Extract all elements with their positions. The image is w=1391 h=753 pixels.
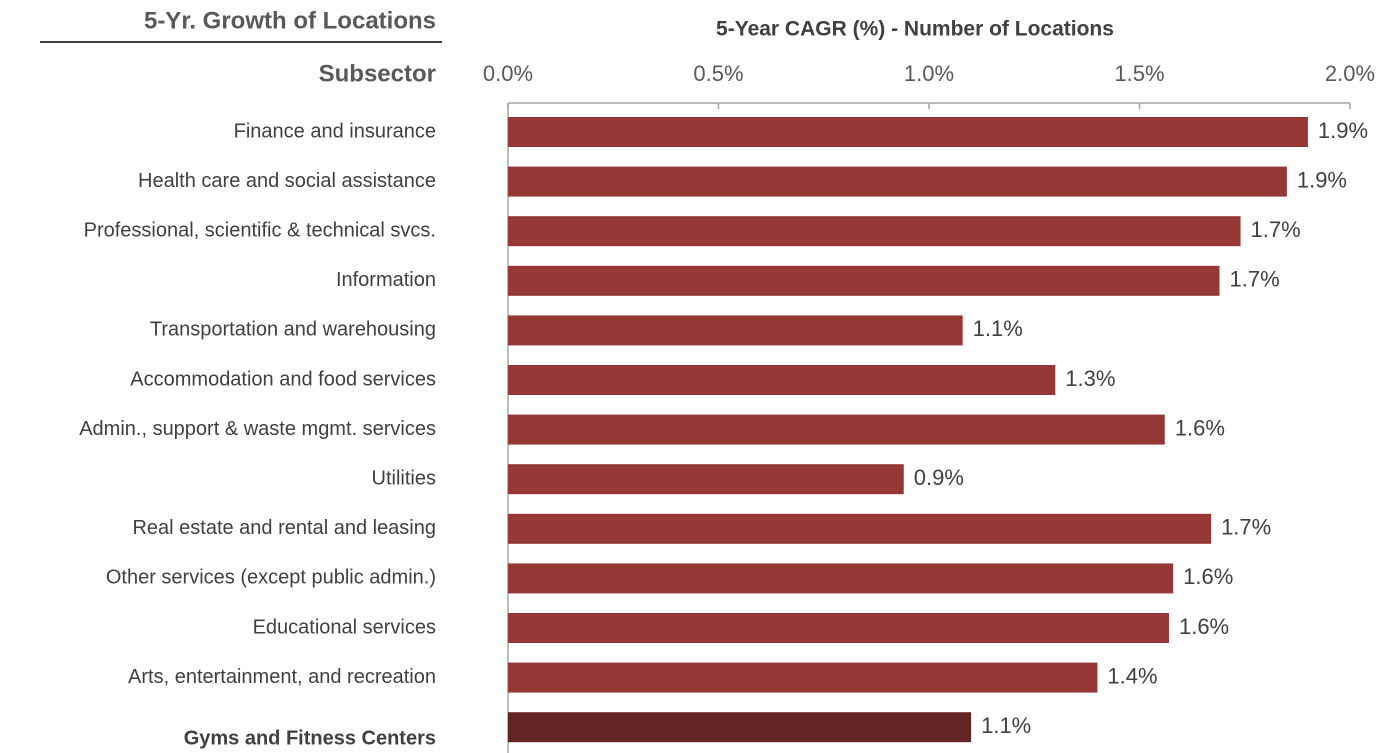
bar xyxy=(508,365,1056,395)
category-label: Real estate and rental and leasing xyxy=(132,517,436,539)
bar xyxy=(508,563,1174,594)
value-label: 1.7% xyxy=(1221,515,1271,540)
bar xyxy=(508,166,1287,197)
x-tick-label: 0.0% xyxy=(483,61,533,86)
category-label: Finance and insurance xyxy=(234,120,436,142)
value-label: 1.1% xyxy=(973,316,1023,341)
axis-title: 5-Year CAGR (%) - Number of Locations xyxy=(716,18,1114,41)
value-label: 1.3% xyxy=(1065,366,1115,391)
value-label: 1.1% xyxy=(981,713,1031,738)
bar xyxy=(508,613,1169,643)
bar xyxy=(508,117,1308,147)
bar xyxy=(508,216,1241,247)
value-label: 1.9% xyxy=(1297,167,1347,192)
bar xyxy=(508,513,1212,544)
value-label: 1.6% xyxy=(1179,614,1229,639)
category-label: Information xyxy=(336,269,436,291)
value-label: 1.6% xyxy=(1175,415,1225,440)
value-label: 1.7% xyxy=(1251,217,1301,242)
category-label: Transportation and warehousing xyxy=(150,319,436,341)
value-label: 0.9% xyxy=(914,465,964,490)
value-label: 1.4% xyxy=(1107,663,1157,688)
category-label: Admin., support & waste mgmt. services xyxy=(79,418,436,440)
category-label: Accommodation and food services xyxy=(130,368,436,390)
value-label: 1.9% xyxy=(1318,118,1368,143)
category-label: Other services (except public admin.) xyxy=(106,567,436,589)
x-tick-label: 0.5% xyxy=(693,61,743,86)
category-label: Utilities xyxy=(372,467,436,489)
category-label: Gyms and Fitness Centers xyxy=(184,727,436,749)
category-label: Health care and social assistance xyxy=(138,170,436,192)
bar xyxy=(508,414,1165,445)
category-label: Professional, scientific & technical svc… xyxy=(84,219,436,241)
category-label: Educational services xyxy=(253,616,436,638)
bar xyxy=(508,464,904,495)
bar xyxy=(508,315,963,346)
category-header: Subsector xyxy=(319,60,436,87)
value-label: 1.7% xyxy=(1229,267,1279,292)
bar xyxy=(508,265,1220,296)
category-label: Arts, entertainment, and recreation xyxy=(128,666,436,688)
x-tick-label: 2.0% xyxy=(1325,61,1375,86)
bar xyxy=(508,712,972,743)
value-label: 1.6% xyxy=(1183,564,1233,589)
bar xyxy=(508,662,1098,693)
x-tick-label: 1.5% xyxy=(1114,61,1164,86)
x-tick-label: 1.0% xyxy=(904,61,954,86)
chart-header: 5-Yr. Growth of Locations xyxy=(144,7,436,34)
